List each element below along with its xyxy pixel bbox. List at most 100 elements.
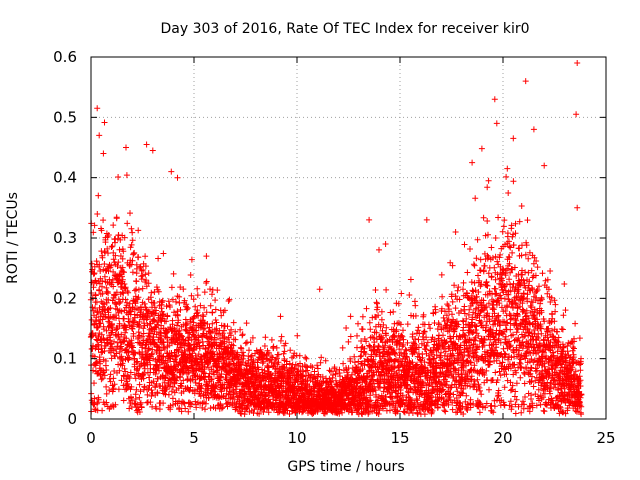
data-point xyxy=(135,254,142,261)
data-point xyxy=(145,270,152,277)
data-point xyxy=(212,383,219,390)
data-point xyxy=(210,348,216,355)
data-point xyxy=(121,365,128,372)
data-point xyxy=(145,280,152,287)
data-point xyxy=(113,326,120,333)
data-point xyxy=(507,326,514,333)
data-point xyxy=(208,376,215,382)
data-point xyxy=(122,368,129,375)
data-point xyxy=(156,367,162,374)
data-point xyxy=(178,408,185,415)
data-point xyxy=(484,218,491,224)
data-point xyxy=(398,290,405,297)
data-point xyxy=(98,331,105,338)
data-point xyxy=(202,406,208,413)
data-point xyxy=(212,297,219,304)
data-point xyxy=(110,268,117,275)
data-point xyxy=(98,227,105,234)
data-point xyxy=(121,234,128,241)
data-point xyxy=(181,347,188,354)
data-point xyxy=(131,249,138,256)
data-point xyxy=(387,309,394,316)
data-point xyxy=(501,217,508,224)
data-point xyxy=(174,374,181,381)
data-point xyxy=(491,403,498,410)
data-point xyxy=(473,255,480,262)
data-point xyxy=(264,363,271,370)
data-point xyxy=(343,325,350,331)
data-point xyxy=(175,317,182,324)
data-point xyxy=(133,359,140,366)
data-point xyxy=(112,291,119,298)
data-point xyxy=(105,268,112,275)
data-point xyxy=(376,246,382,253)
data-point xyxy=(452,305,459,312)
data-point xyxy=(148,393,155,399)
data-point xyxy=(97,320,104,327)
data-point xyxy=(247,339,254,346)
data-point xyxy=(90,271,97,278)
data-point xyxy=(160,353,167,360)
data-point xyxy=(254,388,261,395)
data-point xyxy=(123,335,130,342)
data-point xyxy=(99,316,106,323)
data-point xyxy=(113,289,120,296)
data-point xyxy=(471,262,478,269)
data-point xyxy=(127,369,134,376)
data-point xyxy=(115,259,122,266)
data-point xyxy=(363,305,370,312)
data-point xyxy=(151,317,158,324)
data-point xyxy=(154,321,161,328)
data-point xyxy=(105,296,112,303)
data-point xyxy=(490,306,497,313)
data-point xyxy=(149,346,156,353)
data-point xyxy=(178,344,185,351)
data-point xyxy=(237,410,244,417)
data-point xyxy=(122,284,129,291)
data-point xyxy=(294,332,301,339)
data-point xyxy=(177,340,184,347)
data-point xyxy=(168,284,175,291)
data-point xyxy=(421,328,428,335)
data-point xyxy=(470,261,477,268)
data-point xyxy=(132,300,139,307)
data-point xyxy=(303,363,310,370)
data-point xyxy=(91,406,98,413)
data-point xyxy=(110,385,117,392)
data-point xyxy=(243,320,250,327)
data-point xyxy=(190,314,197,321)
data-point xyxy=(158,332,165,339)
data-point xyxy=(101,307,108,314)
data-point xyxy=(122,296,129,303)
data-point xyxy=(492,291,499,298)
data-point xyxy=(124,220,131,227)
data-point xyxy=(163,329,170,336)
data-point xyxy=(504,165,511,172)
data-point xyxy=(240,349,246,356)
data-point xyxy=(284,407,291,414)
data-point xyxy=(179,333,186,340)
data-point xyxy=(95,309,101,316)
data-point xyxy=(140,330,147,337)
data-point xyxy=(229,348,236,355)
data-point xyxy=(339,344,346,351)
data-point xyxy=(91,380,97,387)
data-point xyxy=(132,350,139,357)
data-point xyxy=(290,353,297,360)
data-point xyxy=(328,368,334,375)
data-point xyxy=(126,354,133,361)
data-point xyxy=(128,241,135,248)
data-point xyxy=(229,395,236,402)
data-point xyxy=(178,383,185,390)
data-point xyxy=(369,314,376,321)
data-point xyxy=(167,379,174,386)
data-point xyxy=(314,407,321,414)
data-point xyxy=(167,304,173,310)
data-point xyxy=(107,334,114,341)
data-point xyxy=(327,378,334,385)
data-point xyxy=(95,396,102,403)
data-point xyxy=(322,357,329,364)
data-point xyxy=(108,355,115,362)
data-point xyxy=(113,301,120,308)
